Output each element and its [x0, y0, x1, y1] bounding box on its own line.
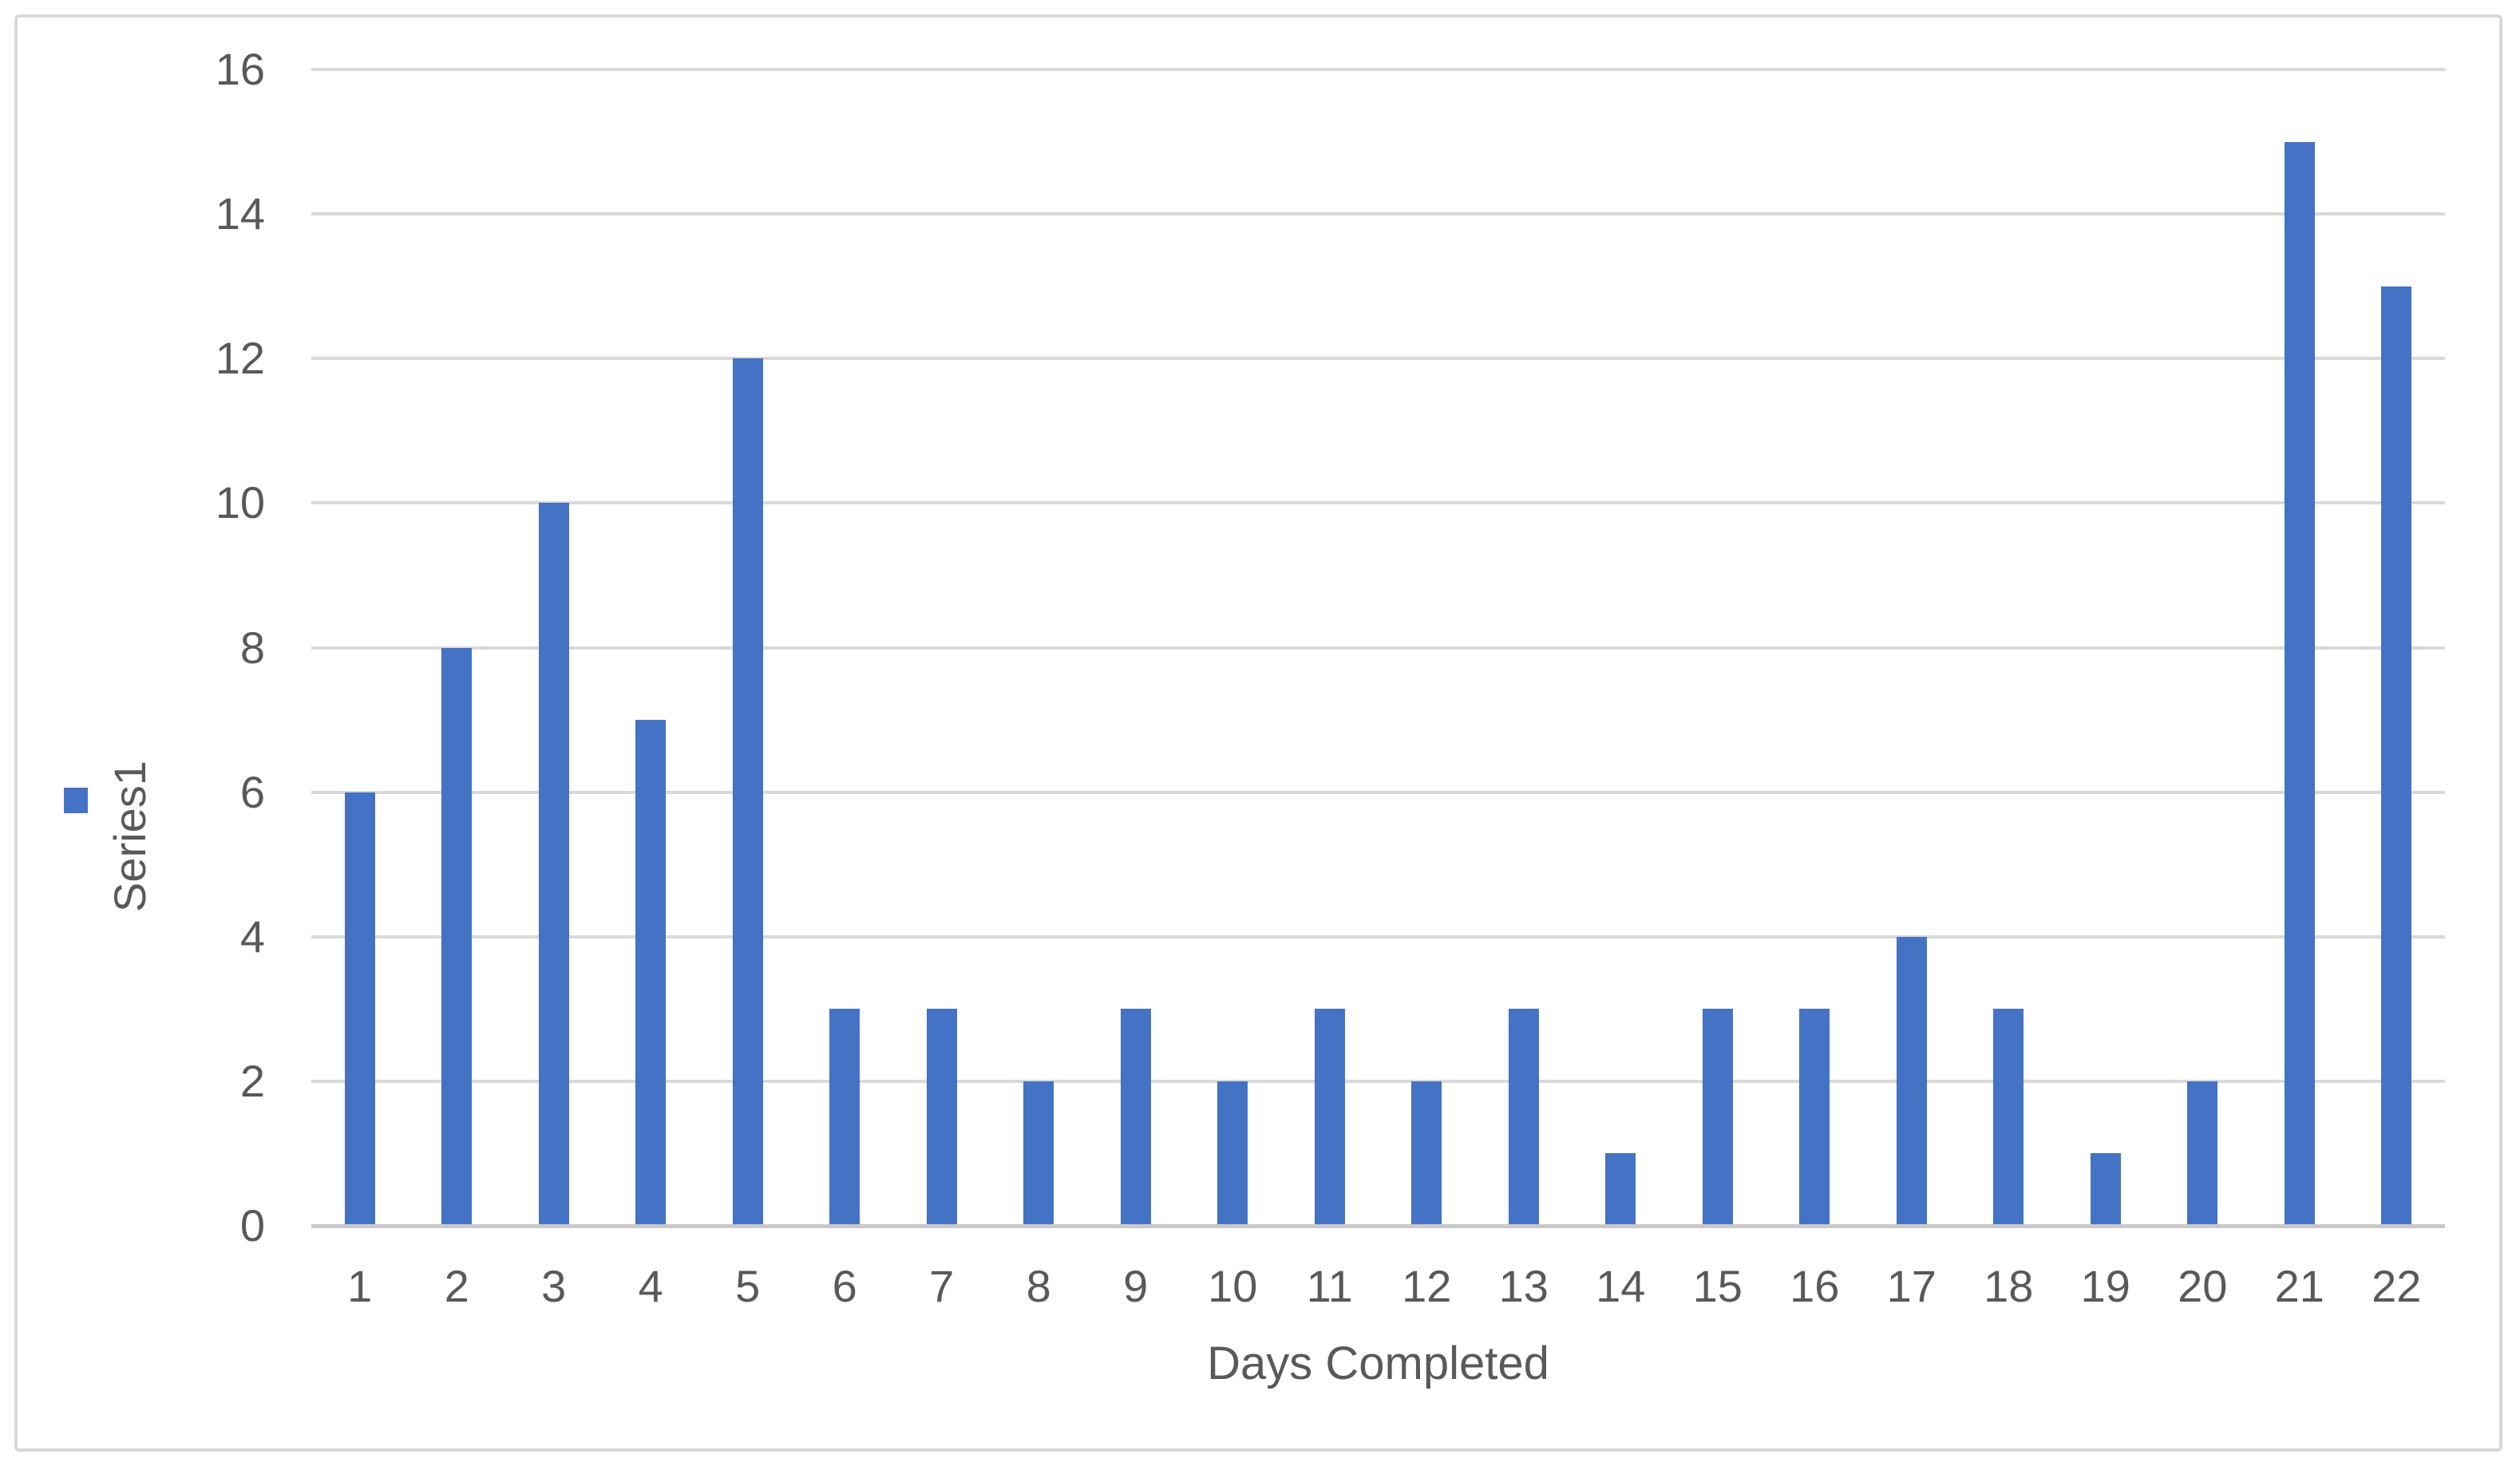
bar-day-6	[829, 1009, 860, 1226]
bar-day-16	[1799, 1009, 1830, 1226]
bar-day-12	[1411, 1081, 1442, 1226]
x-tick-label-2: 2	[444, 1261, 469, 1311]
bar-day-18	[1993, 1009, 2024, 1226]
bar-day-9	[1120, 1009, 1151, 1226]
x-tick-label-7: 7	[929, 1261, 955, 1311]
gridline-y4	[311, 935, 2445, 938]
bar-day-1	[344, 792, 375, 1226]
x-tick-label-15: 15	[1692, 1261, 1743, 1311]
bar-day-19	[2090, 1153, 2121, 1226]
bar-day-14	[1605, 1153, 1636, 1226]
x-tick-label-3: 3	[541, 1261, 567, 1311]
gridline-y12	[311, 357, 2445, 361]
x-tick-label-17: 17	[1886, 1261, 1936, 1311]
x-tick-label-1: 1	[347, 1261, 373, 1311]
x-axis-line	[311, 1224, 2445, 1228]
x-tick-label-14: 14	[1596, 1261, 1646, 1311]
bar-day-10	[1217, 1081, 1248, 1226]
x-tick-label-6: 6	[832, 1261, 857, 1311]
y-tick-label-8: 8	[239, 622, 265, 673]
bar-day-20	[2187, 1081, 2218, 1226]
x-tick-label-10: 10	[1208, 1261, 1258, 1311]
gridline-y6	[311, 790, 2445, 794]
bar-day-2	[441, 647, 473, 1226]
bar-day-21	[2284, 141, 2315, 1226]
x-tick-label-4: 4	[638, 1261, 663, 1311]
bar-day-13	[1508, 1009, 1539, 1226]
bar-day-4	[635, 720, 667, 1226]
bar-day-17	[1896, 936, 1927, 1226]
legend-color-swatch	[64, 788, 88, 813]
gridline-y10	[311, 501, 2445, 505]
y-tick-label-0: 0	[239, 1200, 265, 1251]
x-tick-label-20: 20	[2178, 1261, 2228, 1311]
gridline-y14	[311, 212, 2445, 216]
bar-day-22	[2381, 286, 2412, 1226]
x-tick-label-16: 16	[1790, 1261, 1840, 1311]
x-tick-label-19: 19	[2080, 1261, 2130, 1311]
x-tick-label-12: 12	[1402, 1261, 1452, 1311]
y-tick-label-2: 2	[239, 1055, 265, 1106]
x-tick-label-11: 11	[1306, 1261, 1353, 1311]
bar-day-15	[1702, 1009, 1733, 1226]
y-tick-label-14: 14	[215, 188, 265, 239]
x-tick-label-21: 21	[2274, 1261, 2324, 1311]
bar-day-3	[538, 503, 569, 1226]
y-tick-label-4: 4	[239, 911, 265, 962]
bar-day-11	[1314, 1009, 1345, 1226]
bar-day-8	[1023, 1081, 1054, 1226]
x-tick-label-18: 18	[1984, 1261, 2034, 1311]
bar-day-5	[732, 358, 763, 1226]
x-tick-label-13: 13	[1498, 1261, 1549, 1311]
gridline-y16	[311, 68, 2445, 71]
y-tick-label-10: 10	[215, 477, 265, 528]
x-tick-label-9: 9	[1123, 1261, 1149, 1311]
chart-frame: Series1	[14, 14, 2502, 1452]
x-axis-title: Days Completed	[1207, 1338, 1549, 1389]
x-tick-label-8: 8	[1026, 1261, 1051, 1311]
gridline-y2	[311, 1079, 2445, 1083]
y-tick-label-6: 6	[239, 766, 265, 817]
y-tick-label-12: 12	[215, 333, 265, 384]
gridline-y8	[311, 646, 2445, 650]
bar-day-7	[926, 1009, 957, 1226]
x-tick-label-5: 5	[735, 1261, 761, 1311]
y-tick-label-16: 16	[215, 44, 265, 94]
x-tick-label-22: 22	[2372, 1261, 2422, 1311]
